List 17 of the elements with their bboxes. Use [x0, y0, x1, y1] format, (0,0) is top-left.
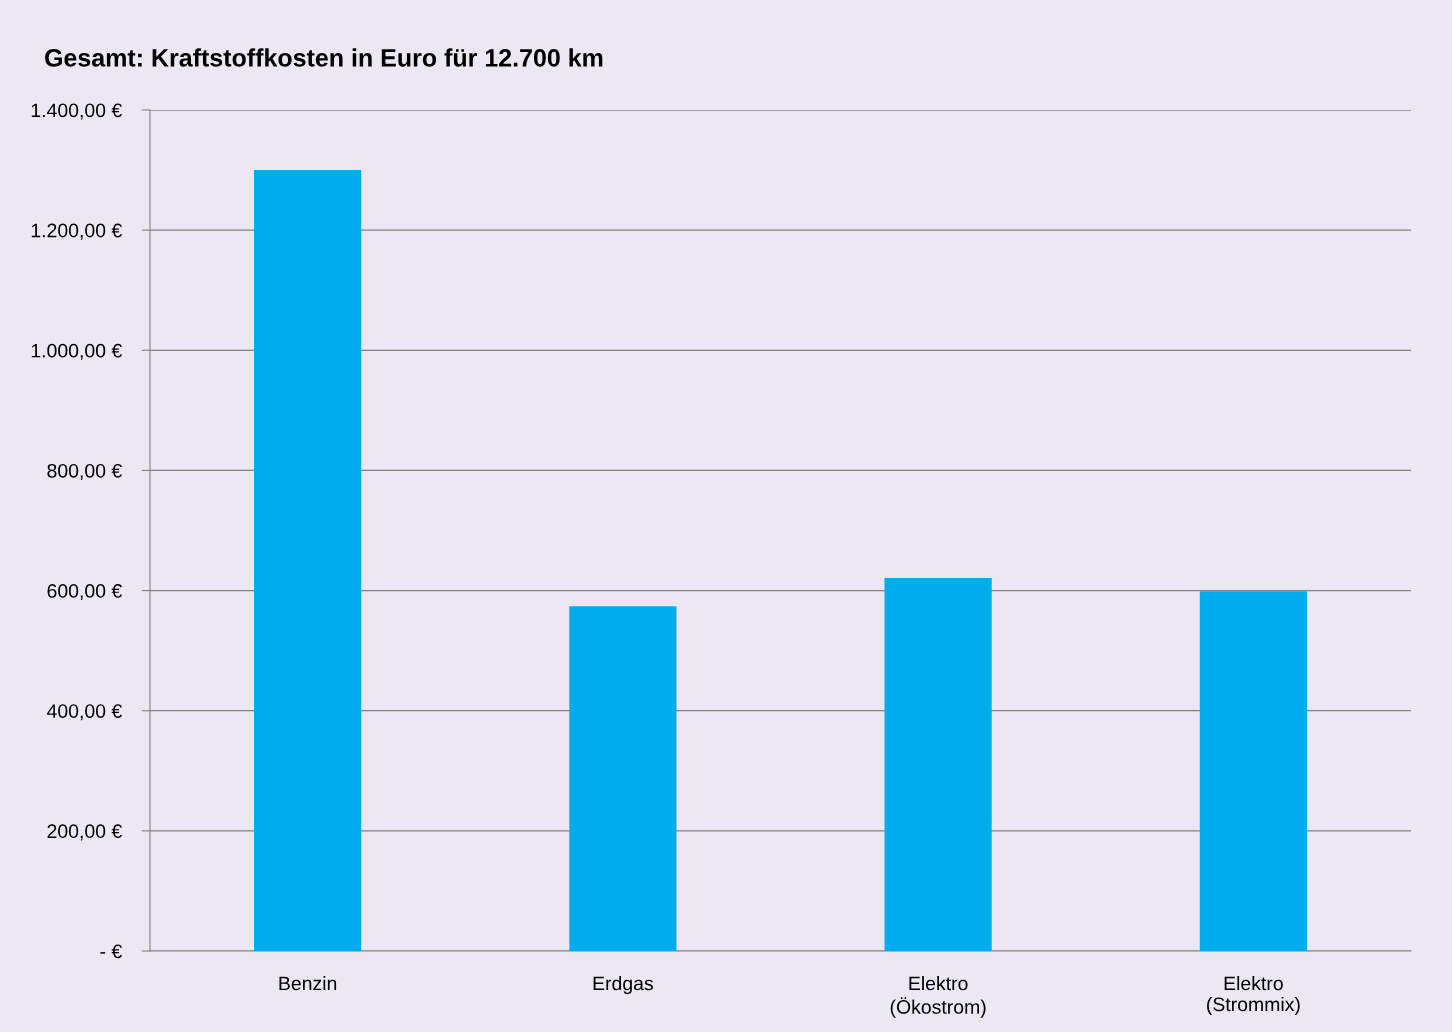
x-tick-label: Elektro (Ökostrom): [890, 976, 986, 1018]
bar: [254, 170, 362, 951]
y-tick-label: 1.000,00 €: [31, 343, 122, 360]
x-tick-label: Erdgas: [593, 976, 653, 995]
bar: [569, 606, 677, 951]
bar: [1199, 591, 1307, 951]
chart-title: Gesamt: Kraftstoffkosten in Euro für 12.700 km: [45, 48, 603, 67]
y-tick-label: - €: [100, 944, 122, 959]
y-tick-label: 200,00 €: [47, 824, 122, 841]
y-tick-label: 800,00 €: [47, 463, 122, 480]
x-tick-label: Elektro (Strommix): [1207, 976, 1300, 1016]
y-tick-label: 1.400,00 €: [31, 103, 122, 120]
y-tick-label: 400,00 €: [46, 704, 122, 721]
x-tick-label: Benzin: [279, 976, 337, 991]
bar: [884, 577, 992, 951]
y-tick-label: 600,00 €: [47, 584, 122, 601]
y-tick-label: 1.200,00 €: [31, 223, 122, 240]
